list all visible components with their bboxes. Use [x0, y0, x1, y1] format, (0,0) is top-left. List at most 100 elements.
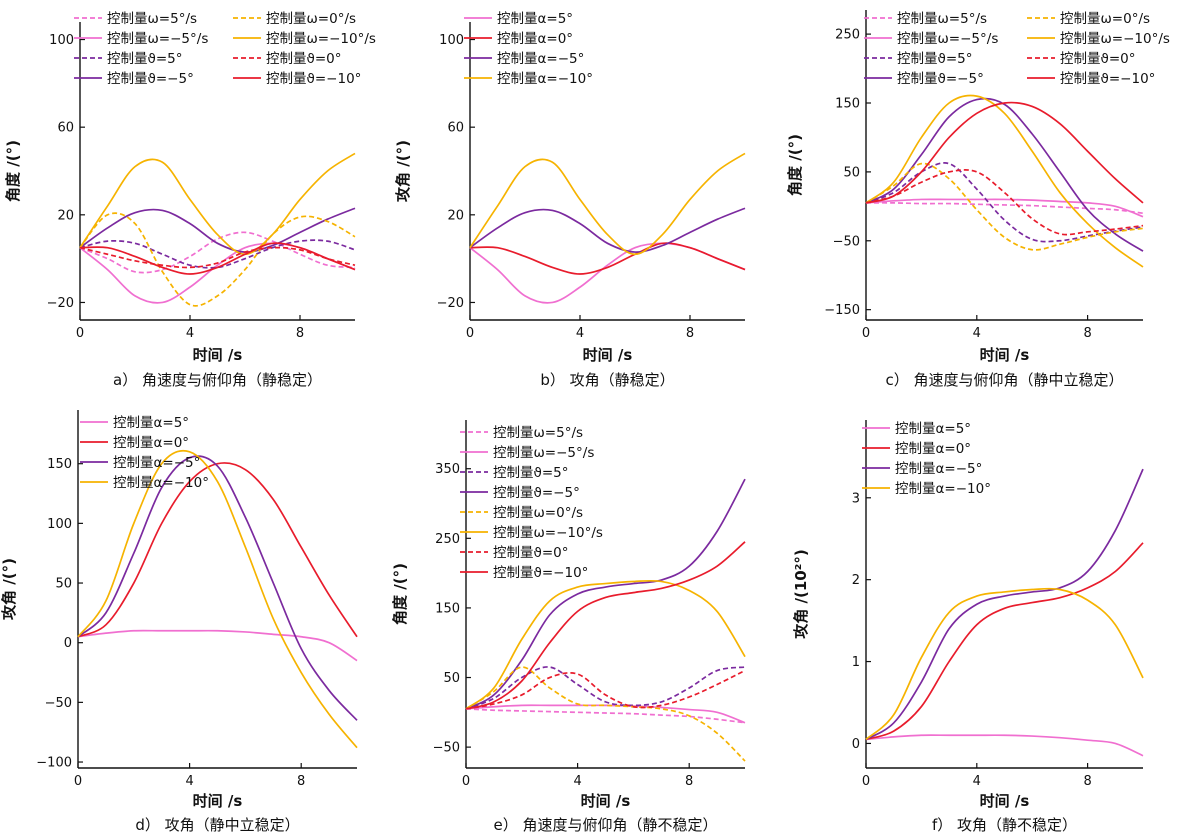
- y-axis-label: 角度 /(°): [786, 134, 804, 196]
- legend-label: 控制量ϑ=0°: [1060, 51, 1136, 67]
- x-axis-label: 时间 /s: [583, 346, 633, 364]
- x-tick-label: 4: [186, 326, 194, 341]
- series-line: [469, 242, 746, 275]
- x-tick-label: 8: [297, 774, 305, 789]
- series-line: [865, 97, 1144, 252]
- legend-label: 控制量ω=−5°/s: [897, 31, 998, 47]
- x-axis-label: 时间 /s: [193, 346, 243, 364]
- y-tick-label: −100: [36, 756, 72, 771]
- y-tick-label: 100: [47, 517, 72, 532]
- series-line: [77, 455, 358, 721]
- series-line: [465, 579, 746, 710]
- x-tick-label: 4: [576, 326, 584, 341]
- chart-f: 0 4 8 0 1 2 3 控制量α=5° 控制量α=0° 控制量α=−5° 控制量α=−10° 时间…: [792, 420, 1144, 834]
- legend-label: 控制量α=−10°: [113, 475, 209, 491]
- x-axis-label: 时间 /s: [980, 792, 1030, 810]
- series-line: [79, 207, 356, 253]
- legend-label: 控制量α=−10°: [497, 71, 593, 87]
- caption: d） 攻角（静中立稳定）: [135, 816, 299, 834]
- series-line: [465, 669, 746, 710]
- series-line: [865, 169, 1144, 236]
- legend-label: 控制量ϑ=−10°: [493, 565, 588, 581]
- series-line: [79, 152, 356, 256]
- x-tick-label: 8: [1083, 326, 1091, 341]
- x-tick-label: 8: [1083, 774, 1091, 789]
- series-line: [465, 707, 746, 724]
- legend-label: 控制量ω=0°/s: [1060, 11, 1150, 27]
- legend-label: 控制量α=0°: [113, 435, 189, 451]
- y-tick-label: 150: [47, 457, 72, 472]
- legend-label: 控制量ϑ=0°: [493, 545, 569, 561]
- series-line: [865, 198, 1144, 218]
- x-axis-label: 时间 /s: [193, 792, 243, 810]
- y-tick-label: 350: [435, 462, 460, 477]
- x-tick-label: 0: [862, 774, 870, 789]
- x-tick-label: 4: [573, 774, 581, 789]
- legend-label: 控制量ω=−5°/s: [493, 445, 594, 461]
- y-axis-label: 攻角 /(°): [394, 140, 412, 202]
- legend-label: 控制量α=5°: [895, 421, 971, 437]
- series-line: [865, 162, 1144, 251]
- x-tick-label: 0: [74, 774, 82, 789]
- y-tick-label: 50: [55, 577, 72, 592]
- series-line: [865, 162, 1144, 243]
- legend-label: 控制量ω=0°/s: [493, 505, 583, 521]
- series-line: [79, 242, 356, 275]
- legend-label: 控制量ω=0°/s: [266, 11, 356, 27]
- legend-label: 控制量ω=−10°/s: [266, 31, 376, 47]
- legend-label: 控制量α=−10°: [895, 481, 991, 497]
- series-line: [865, 201, 1144, 215]
- y-tick-label: 150: [835, 97, 860, 112]
- series-line: [79, 231, 356, 274]
- chart-e: 0 4 8 −50 50 150 250 350 控制量ω=5°/s 控制量ω=−5°/s 控制量ϑ…: [391, 420, 746, 834]
- series-line: [465, 704, 746, 724]
- y-axis-label: 攻角 /(10²°): [792, 549, 810, 638]
- legend-label: 控制量α=5°: [113, 415, 189, 431]
- caption: e） 角速度与俯仰角（静不稳定）: [494, 816, 718, 834]
- chart-d: 0 4 8 −100 −50 0 50 100 150 控制量α=5° 控制量α=0° 控制量α=−5…: [0, 410, 358, 834]
- chart-c: 0 4 8 −150 −50 50 150 250 控制量ω=5°/s 控制量ω=−5°/s 控制量…: [786, 10, 1170, 389]
- x-tick-label: 8: [686, 326, 694, 341]
- y-tick-label: 150: [435, 601, 460, 616]
- caption: f） 攻角（静不稳定）: [932, 816, 1077, 834]
- x-tick-label: 4: [973, 326, 981, 341]
- series-line: [865, 542, 1144, 741]
- chart-b: 0 4 8 −20 20 60 100 控制量α=5° 控制量α=0° 控制量α=−5° 控制量α=…: [394, 11, 746, 389]
- series-line: [465, 541, 746, 710]
- series-line: [465, 666, 746, 762]
- x-tick-label: 0: [462, 774, 470, 789]
- y-tick-label: 20: [447, 208, 464, 223]
- y-tick-label: −150: [824, 303, 860, 318]
- y-tick-label: −50: [833, 234, 860, 249]
- y-tick-label: 50: [843, 165, 860, 180]
- x-tick-label: 4: [185, 774, 193, 789]
- x-tick-label: 0: [76, 326, 84, 341]
- legend-label: 控制量α=0°: [895, 441, 971, 457]
- legend-label: 控制量ω=5°/s: [493, 425, 583, 441]
- legend-label: 控制量ω=−10°/s: [493, 525, 603, 541]
- x-tick-label: 4: [973, 774, 981, 789]
- y-tick-label: −20: [437, 296, 464, 311]
- legend-label: 控制量ω=5°/s: [897, 11, 987, 27]
- caption: c） 角速度与俯仰角（静中立稳定）: [885, 371, 1123, 389]
- y-tick-label: 100: [439, 33, 464, 48]
- legend-label: 控制量α=5°: [497, 11, 573, 27]
- y-tick-label: 60: [447, 121, 464, 136]
- y-tick-label: −50: [45, 696, 72, 711]
- legend-label: 控制量ϑ=0°: [266, 51, 342, 67]
- y-tick-label: 20: [57, 208, 74, 223]
- y-tick-label: 100: [49, 33, 74, 48]
- x-axis-label: 时间 /s: [980, 346, 1030, 364]
- series-line: [79, 246, 356, 269]
- series-line: [865, 734, 1144, 757]
- y-tick-label: 250: [835, 28, 860, 43]
- legend-label: 控制量ϑ=5°: [493, 465, 569, 481]
- legend-label: 控制量ϑ=−10°: [1060, 71, 1155, 87]
- y-axis-label: 角度 /(°): [4, 140, 22, 202]
- x-tick-label: 8: [296, 326, 304, 341]
- series-line: [469, 207, 746, 253]
- legend-label: 控制量ϑ=5°: [107, 51, 183, 67]
- series-line: [865, 94, 1144, 268]
- legend-label: 控制量α=0°: [497, 31, 573, 47]
